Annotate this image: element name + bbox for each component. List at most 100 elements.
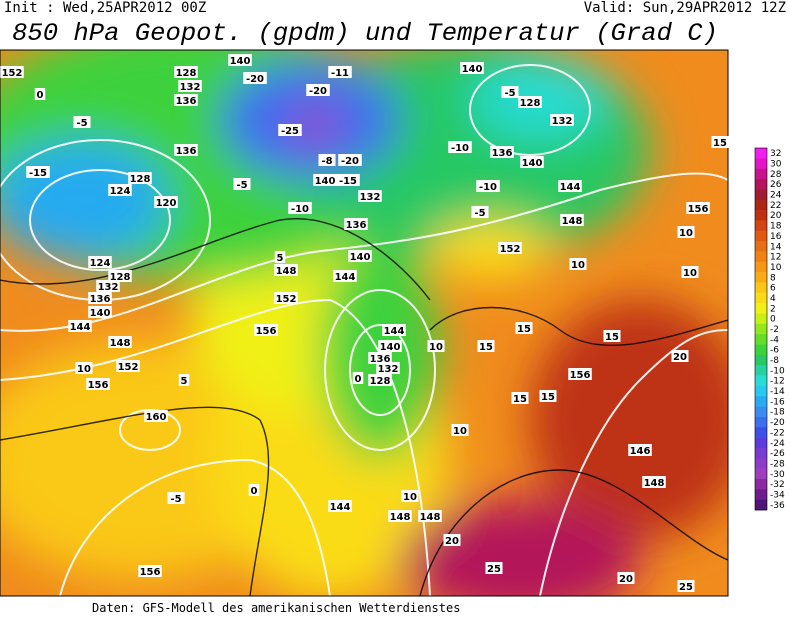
contour-label: 136	[176, 96, 197, 107]
legend-swatch	[755, 468, 767, 480]
legend-label: 10	[770, 263, 782, 273]
contour-label-box	[75, 362, 93, 374]
legend-label: 6	[770, 284, 776, 294]
contour-label: 132	[180, 82, 201, 93]
legend-label: 28	[770, 170, 782, 180]
contour-label: 132	[360, 192, 381, 203]
contour-label: -20	[246, 74, 264, 85]
legend-label: 22	[770, 201, 781, 211]
legend-label: -6	[770, 346, 779, 356]
contour-label: -15	[339, 176, 357, 187]
contour-label: -15	[29, 168, 47, 179]
legend-swatch	[755, 261, 767, 273]
map-frame	[0, 49, 729, 597]
legend-label: 20	[770, 211, 782, 221]
legend-label: 32	[770, 149, 781, 159]
contour-label: 25	[679, 582, 693, 593]
contour-label: 15	[513, 394, 527, 405]
contour-label: -20	[341, 156, 359, 167]
contour-label-box	[560, 214, 584, 226]
contour-label-box	[274, 251, 286, 263]
contour-label: 10	[571, 260, 585, 271]
legend-swatch	[755, 220, 767, 232]
contour-label: -5	[170, 494, 181, 505]
contour-label: 20	[619, 574, 633, 585]
contour-label: 124	[90, 258, 111, 269]
contour-label-box	[274, 292, 298, 304]
contour-label-box	[448, 141, 472, 153]
contour-label-box	[368, 374, 392, 386]
contour-label-box	[278, 124, 302, 136]
contour-label: 15	[479, 342, 493, 353]
contour-label-box	[711, 136, 729, 148]
legend-label: 18	[770, 222, 782, 232]
contour-label-box	[174, 66, 198, 78]
contour-label-box	[243, 72, 267, 84]
contour-label: 15	[517, 324, 531, 335]
contour-label: -11	[331, 68, 349, 79]
contour-label: 20	[673, 352, 687, 363]
legend-label: 12	[770, 253, 781, 263]
contour-label-box	[138, 565, 162, 577]
contour-label: 156	[570, 370, 591, 381]
contour-label-box	[154, 196, 178, 208]
legend-swatch	[755, 447, 767, 459]
contour-label: 124	[110, 186, 131, 197]
contour-label-box	[539, 390, 557, 402]
contour-label-box	[313, 174, 337, 186]
contour-label-box	[338, 154, 362, 166]
contour-label-box	[511, 392, 529, 404]
contour-label-box	[485, 562, 503, 574]
legend-label: -18	[770, 408, 785, 418]
contour-label: 148	[390, 512, 411, 523]
contour-label: 10	[453, 426, 467, 437]
contour-label: 148	[420, 512, 441, 523]
map-title: 850 hPa Geopot. (gpdm) und Temperatur (G…	[12, 19, 718, 48]
contour-label: 156	[140, 567, 161, 578]
contour-label-box	[233, 178, 251, 190]
contour-label-box	[288, 202, 312, 214]
color-legend: 32302826242220181614121086420-2-4-6-8-10…	[754, 147, 785, 511]
legend-swatch	[755, 199, 767, 211]
contour-label: 15	[605, 332, 619, 343]
footer-source: Daten: GFS-Modell des amerikanischen Wet…	[92, 601, 460, 615]
legend-swatch	[755, 365, 767, 376]
contour-label: 140	[90, 308, 111, 319]
contour-label-box	[451, 424, 469, 436]
contour-label-box	[358, 190, 382, 202]
contour-label-box	[443, 534, 461, 546]
legend-label: 14	[770, 242, 782, 252]
contour-label-box	[73, 116, 91, 128]
contour-label: 144	[335, 272, 356, 283]
legend-swatch	[755, 179, 767, 190]
legend-label: 8	[770, 273, 776, 283]
contour-label: 152	[500, 244, 521, 255]
contour-label-box	[108, 270, 132, 282]
contour-label-box	[116, 360, 140, 372]
contour-label-box	[628, 444, 652, 456]
contour-label-box	[86, 378, 110, 390]
contour-label: 15	[713, 138, 727, 149]
contour-label: 128	[370, 376, 391, 387]
contour-label: 132	[378, 364, 399, 375]
contour-label: 144	[330, 502, 351, 513]
contour-label: 136	[370, 354, 391, 365]
contour-label-box	[382, 324, 406, 336]
contour-label-box	[401, 490, 419, 502]
contour-label-box	[418, 510, 442, 522]
contour-label-box	[558, 180, 582, 192]
contour-label-box	[306, 84, 330, 96]
contour-label: -5	[474, 208, 485, 219]
contour-label-box	[520, 156, 544, 168]
contour-label-box	[518, 96, 542, 108]
contour-label-box	[108, 184, 132, 196]
legend-label: 4	[770, 294, 776, 304]
contour-label-box	[328, 500, 352, 512]
contour-label-box	[568, 368, 592, 380]
legend-swatch	[755, 282, 767, 294]
legend-swatch	[755, 416, 767, 428]
legend-swatch	[755, 375, 767, 387]
contour-label-box	[642, 476, 666, 488]
